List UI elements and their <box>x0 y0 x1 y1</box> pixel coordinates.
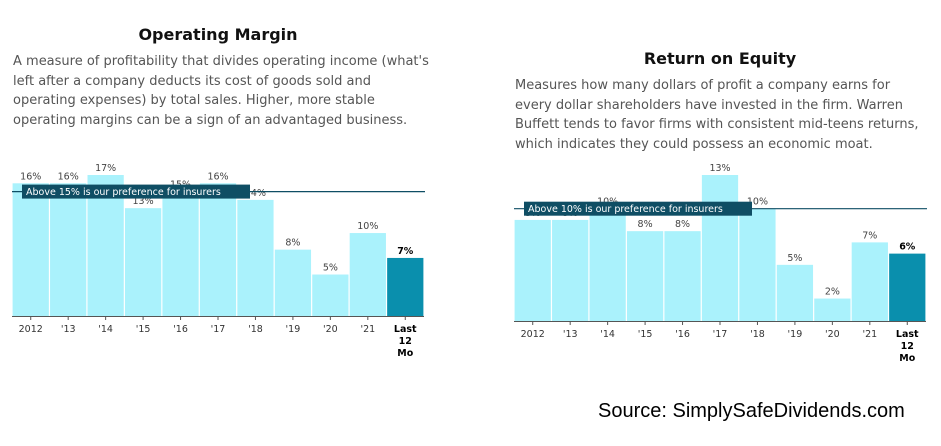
category-label-8: '20 <box>825 329 840 340</box>
threshold-label-box <box>22 184 250 199</box>
bar-8 <box>312 274 349 316</box>
bar-10 <box>387 257 424 316</box>
category-label-1: '13 <box>61 324 76 335</box>
value-label-6: 10% <box>747 197 768 208</box>
bar-7 <box>274 249 312 316</box>
value-label-4: 8% <box>675 219 690 230</box>
value-label-0: 16% <box>20 171 41 182</box>
value-label-5: 16% <box>207 171 228 182</box>
category-label-line: Mo <box>899 353 915 364</box>
category-label-4: '16 <box>675 329 690 340</box>
bar-2 <box>589 208 626 321</box>
bar-4 <box>162 191 199 316</box>
value-label-7: 8% <box>285 238 300 249</box>
category-label-line: 12 <box>901 341 914 352</box>
value-label-1: 16% <box>58 171 79 182</box>
bar-0 <box>12 183 49 316</box>
bar-8 <box>814 298 851 321</box>
category-label-1: '13 <box>563 329 578 340</box>
value-label-3: 13% <box>133 196 154 207</box>
category-label-2: '14 <box>600 329 615 340</box>
value-label-8: 2% <box>825 287 840 298</box>
category-label-5: '17 <box>211 324 226 335</box>
value-label-9: 10% <box>357 221 378 232</box>
category-label-8: '20 <box>323 324 338 335</box>
category-label-line: 12 <box>399 336 412 347</box>
bar-1 <box>552 219 589 321</box>
category-label-9: '21 <box>862 329 877 340</box>
bar-5 <box>701 175 739 321</box>
bar-1 <box>50 183 87 316</box>
bar-9 <box>349 233 386 316</box>
bar-3 <box>626 231 664 321</box>
source-credit: Source: SimplySafeDividends.com <box>598 400 905 422</box>
value-label-3: 8% <box>638 219 653 230</box>
category-label-line: Last <box>394 324 417 335</box>
category-label-10: Last 12 Mo <box>896 329 919 364</box>
category-label-3: '15 <box>136 324 151 335</box>
category-label-6: '18 <box>750 329 765 340</box>
operating-margin-chart: 16%16%17%13%15%16%14%8%5%10%7%2012'13'14… <box>12 163 425 359</box>
bar-3 <box>124 208 162 316</box>
return-on-equity-description: Measures how many dollars of profit a co… <box>515 78 919 152</box>
category-label-5: '17 <box>713 329 728 340</box>
value-label-10: 6% <box>899 242 916 253</box>
value-label-7: 5% <box>787 253 802 264</box>
bar-7 <box>776 264 814 321</box>
category-label-7: '19 <box>788 329 803 340</box>
value-label-10: 7% <box>397 246 414 257</box>
threshold-label: Above 10% is our preference for insurers <box>528 204 723 215</box>
category-label-6: '18 <box>248 324 263 335</box>
category-label-4: '16 <box>173 324 188 335</box>
value-label-2: 17% <box>95 163 116 174</box>
category-label-9: '21 <box>360 324 375 335</box>
category-label-2: '14 <box>98 324 113 335</box>
threshold-label-box <box>524 201 752 216</box>
bar-10 <box>889 253 926 321</box>
value-label-6: 14% <box>245 188 266 199</box>
value-label-5: 13% <box>709 163 730 174</box>
bar-4 <box>664 231 701 321</box>
bar-9 <box>851 242 888 321</box>
bar-6 <box>739 208 776 321</box>
threshold-label: Above 15% is our preference for insurers <box>26 187 221 198</box>
bar-5 <box>199 183 237 316</box>
operating-margin-description: A measure of profitability that divides … <box>13 54 429 128</box>
category-label-line: Last <box>896 329 919 340</box>
category-label-0: 2012 <box>19 324 43 335</box>
value-label-8: 5% <box>323 263 338 274</box>
bar-6 <box>237 199 274 316</box>
return-on-equity-chart: 9%9%10%8%8%13%10%5%2%7%6%2012'13'14'15'1… <box>514 163 927 364</box>
category-label-line: Mo <box>397 348 413 359</box>
operating-margin-title: Operating Margin <box>138 25 298 44</box>
category-label-0: 2012 <box>521 329 545 340</box>
category-label-10: Last 12 Mo <box>394 324 417 359</box>
category-label-7: '19 <box>286 324 301 335</box>
value-label-9: 7% <box>862 230 877 241</box>
return-on-equity-title: Return on Equity <box>643 49 797 68</box>
category-label-3: '15 <box>638 329 653 340</box>
bar-0 <box>514 219 551 321</box>
